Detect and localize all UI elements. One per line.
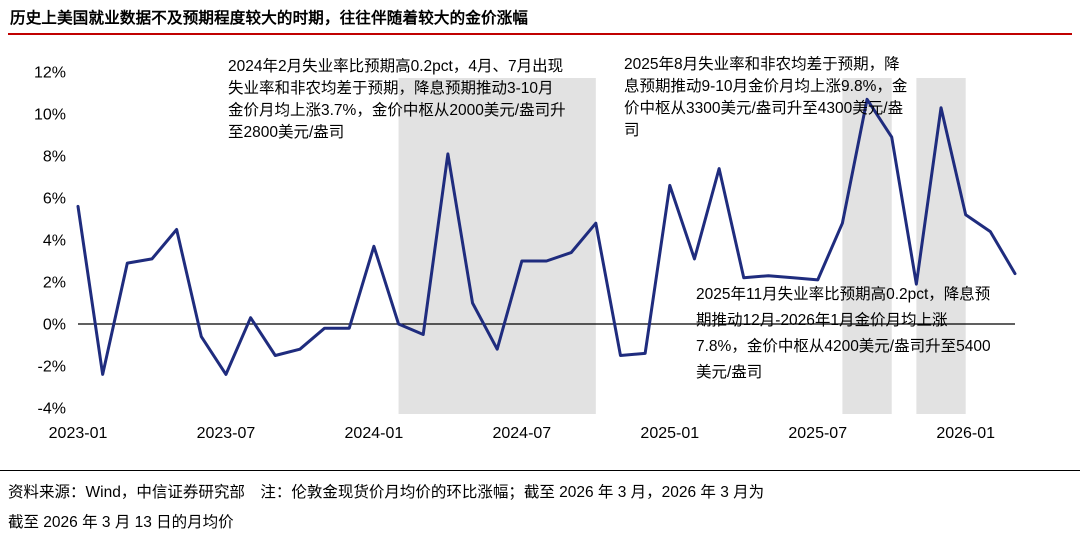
x-tick-label: 2026-01: [936, 425, 995, 442]
annotation-2025-nov-period: 2025年11月失业率比预期高0.2pct，降息预期推动12月-2026年1月金…: [696, 286, 991, 382]
y-tick-label: 0%: [43, 317, 66, 334]
y-tick-label: 4%: [43, 233, 66, 250]
footer-divider: [0, 470, 1080, 471]
y-tick-label: -4%: [38, 401, 66, 418]
gold-price-line-chart: 12% 10% 8% 6% 4% 2% 0% -2% -4% 2023-01 2023-07 2024…: [34, 65, 1017, 442]
title-underline: [8, 33, 1072, 35]
y-tick-label: 12%: [34, 65, 66, 82]
x-tick-label: 2024-07: [492, 425, 551, 442]
gold-mom-change-line: [76, 97, 1017, 376]
y-tick-label: -2%: [38, 359, 66, 376]
highlight-band: [916, 78, 966, 414]
x-tick-label: 2025-01: [640, 425, 699, 442]
footer-source-line: 资料来源：Wind，中信证券研究部 注：伦敦金现货价月均价的环比涨幅；截至 20…: [8, 484, 765, 501]
x-tick-label: 2025-07: [788, 425, 847, 442]
highlight-band: [842, 78, 892, 414]
y-tick-label: 10%: [34, 107, 66, 124]
x-tick-label: 2023-07: [197, 425, 256, 442]
y-tick-label: 6%: [43, 191, 66, 208]
x-tick-label: 2024-01: [345, 425, 404, 442]
y-tick-label: 8%: [43, 149, 66, 166]
footer-note-line: 截至 2026 年 3 月 13 日的月均价: [8, 514, 234, 531]
annotation-2025-aug-period: 2025年8月失业率和非农均差于预期，降息预期推动9-10月金价月均上涨9.8%…: [624, 56, 908, 139]
highlight-band: [398, 78, 596, 414]
x-tick-label: 2023-01: [49, 425, 108, 442]
annotation-2024-period: 2024年2月失业率比预期高0.2pct，4月、7月出现失业率和非农均差于预期，…: [228, 58, 566, 141]
footer-note: 资料来源：Wind，中信证券研究部 注：伦敦金现货价月均价的环比涨幅；截至 20…: [8, 478, 1072, 538]
chart-title: 历史上美国就业数据不及预期程度较大的时期，往往伴随着较大的金价涨幅: [10, 10, 529, 27]
y-tick-label: 2%: [43, 275, 66, 292]
